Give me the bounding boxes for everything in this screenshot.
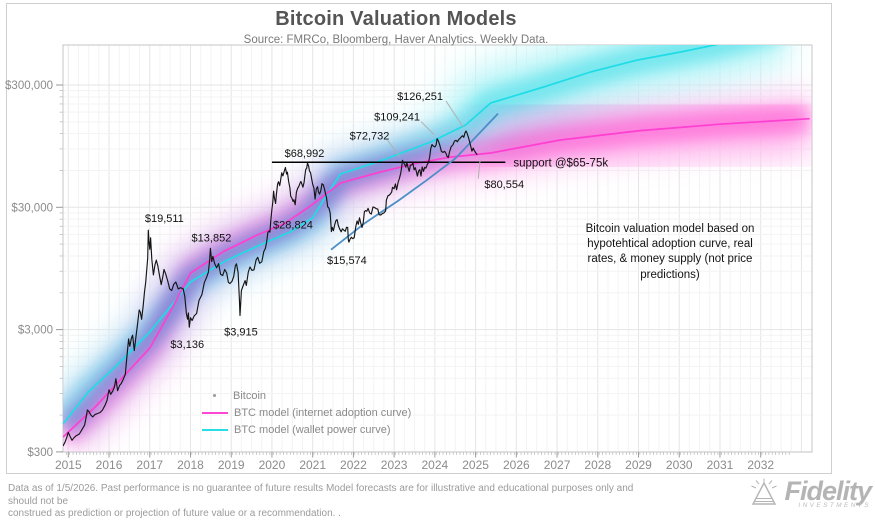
svg-text:$28,824: $28,824 xyxy=(273,219,313,231)
svg-text:2024: 2024 xyxy=(422,458,449,472)
svg-text:$126,251: $126,251 xyxy=(397,91,443,103)
svg-text:2020: 2020 xyxy=(259,458,286,472)
svg-text:2025: 2025 xyxy=(462,458,489,472)
svg-text:2032: 2032 xyxy=(747,458,774,472)
svg-text:2015: 2015 xyxy=(55,458,82,472)
disclaimer-line2: construed as prediction or projection of… xyxy=(8,508,341,519)
svg-text:$3,000: $3,000 xyxy=(18,325,53,337)
legend-item-internet-adoption: BTC model (internet adoption curve) xyxy=(202,404,411,421)
legend-label: Bitcoin xyxy=(233,389,267,402)
svg-text:$109,241: $109,241 xyxy=(374,112,420,124)
svg-text:2019: 2019 xyxy=(218,458,245,472)
svg-text:2031: 2031 xyxy=(707,458,734,472)
svg-text:2018: 2018 xyxy=(177,458,204,472)
legend-label: BTC model (internet adoption curve) xyxy=(234,406,412,419)
fidelity-pyramid-icon xyxy=(751,478,778,505)
svg-text:2028: 2028 xyxy=(584,458,611,472)
svg-text:2023: 2023 xyxy=(381,458,408,472)
svg-text:2027: 2027 xyxy=(544,458,571,472)
svg-text:$3,915: $3,915 xyxy=(224,326,258,338)
fidelity-logo: Fidelity INVESTMENTS xyxy=(747,476,872,511)
chart-legend: Bitcoin BTC model (internet adoption cur… xyxy=(202,387,411,438)
svg-text:2021: 2021 xyxy=(299,458,326,472)
svg-text:$300: $300 xyxy=(27,447,53,459)
legend-item-wallet-power: BTC model (wallet power curve) xyxy=(202,421,411,438)
fidelity-investments-text: INVESTMENTS xyxy=(798,501,871,509)
magenta-line-swatch-icon xyxy=(202,411,228,414)
svg-text:$3,136: $3,136 xyxy=(170,339,204,351)
cyan-line-swatch-icon xyxy=(202,428,228,431)
svg-text:$15,574: $15,574 xyxy=(327,255,367,267)
svg-text:2017: 2017 xyxy=(136,458,163,472)
bitcoin-marker-icon xyxy=(213,394,216,397)
svg-text:support @$65-75k: support @$65-75k xyxy=(513,157,608,169)
svg-text:$13,852: $13,852 xyxy=(192,232,232,244)
svg-text:2029: 2029 xyxy=(625,458,652,472)
disclaimer-line1: Data as of 1/5/2026. Past performance is… xyxy=(8,483,634,507)
legend-item-bitcoin: Bitcoin xyxy=(202,387,411,404)
svg-text:$19,511: $19,511 xyxy=(145,213,184,225)
legend-label: BTC model (wallet power curve) xyxy=(234,423,391,436)
svg-text:$72,732: $72,732 xyxy=(350,130,390,142)
svg-text:$80,554: $80,554 xyxy=(484,179,524,191)
model-note-textbox: Bitcoin valuation model based on hypoteh… xyxy=(585,223,755,281)
fidelity-wordmark: Fidelity xyxy=(784,476,872,507)
disclaimer: Data as of 1/5/2026. Past performance is… xyxy=(8,483,648,521)
svg-text:2016: 2016 xyxy=(96,458,123,472)
svg-text:2030: 2030 xyxy=(666,458,693,472)
svg-text:2022: 2022 xyxy=(340,458,367,472)
svg-text:$68,992: $68,992 xyxy=(285,148,325,160)
svg-text:2026: 2026 xyxy=(503,458,530,472)
svg-text:$30,000: $30,000 xyxy=(11,202,53,214)
svg-text:$300,000: $300,000 xyxy=(5,80,53,92)
